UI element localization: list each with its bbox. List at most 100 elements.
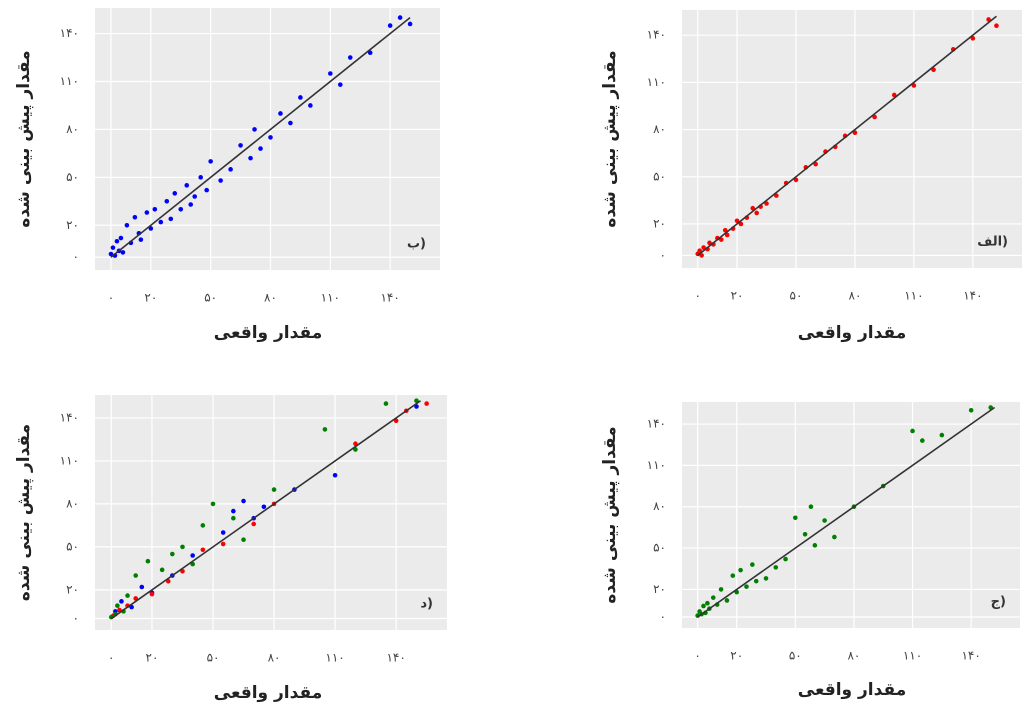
y-tick-label: ۱۴۰: [647, 417, 666, 431]
point: [144, 210, 150, 215]
point: [170, 551, 175, 557]
point: [120, 250, 126, 255]
x-axis-title: مقدار واقعی: [214, 323, 322, 343]
point: [204, 187, 209, 193]
x-axis-title: مقدار واقعی: [798, 323, 906, 343]
y-tick-label: ۲۰: [653, 582, 666, 596]
point: [707, 240, 712, 246]
x-axis-title: مقدار واقعی: [214, 683, 322, 703]
x-tick-label: ۰: [108, 651, 114, 665]
point: [115, 603, 120, 608]
point: [407, 21, 413, 27]
plot-background: [682, 10, 1022, 268]
point: [968, 407, 974, 413]
point: [118, 235, 124, 241]
y-tick-label: ۵۰: [66, 539, 79, 553]
point: [383, 401, 389, 406]
point: [773, 565, 779, 570]
point: [750, 205, 756, 211]
point: [288, 120, 293, 126]
point: [190, 553, 195, 558]
point: [931, 67, 936, 73]
x-tick-label: ۵۰: [789, 649, 802, 663]
x-tick-label: ۸۰: [849, 289, 862, 303]
y-tick-label: ۲۰: [66, 582, 79, 596]
point: [337, 82, 343, 87]
x-tick-label: ۰: [694, 289, 700, 303]
y-axis-title: مقدار پیش بینی شده: [600, 426, 620, 603]
point: [192, 194, 198, 199]
plot-background: [682, 402, 1020, 628]
point: [132, 214, 138, 220]
point: [424, 401, 429, 406]
point: [119, 599, 124, 604]
point: [724, 598, 730, 603]
point: [750, 562, 755, 567]
x-tick-label: ۱۱۰: [325, 651, 344, 665]
point: [808, 504, 814, 510]
x-tick-label: ۲۰: [146, 651, 159, 665]
point: [133, 573, 138, 578]
y-tick-label: ۲۰: [653, 216, 666, 230]
point: [738, 567, 743, 573]
panel-label: ج): [991, 595, 1006, 610]
point: [159, 567, 165, 573]
point: [200, 547, 206, 553]
point: [724, 232, 730, 238]
point: [910, 428, 915, 434]
point: [200, 523, 206, 528]
y-axis-title: مقدار پیش بینی شده: [600, 50, 620, 227]
panel: ۰ ۲۰ ۵۰ ۸۰ ۱۱۰ ۱۴۰ ۰ ۲۰ ۵۰ ۸۰ ۱۱۰ ۱۴۰ ب) مقدار واقعی م…: [14, 8, 440, 343]
point: [108, 251, 114, 257]
y-tick-label: ۸۰: [653, 122, 666, 136]
point: [970, 36, 976, 41]
y-tick-label: ۰: [660, 609, 666, 623]
point: [322, 427, 328, 432]
x-tick-label: ۱۴۰: [380, 291, 399, 305]
point: [699, 253, 704, 258]
point: [802, 531, 808, 537]
point: [697, 248, 702, 253]
point: [367, 50, 373, 56]
point: [891, 92, 897, 98]
point: [218, 178, 223, 183]
point: [168, 216, 174, 222]
point: [347, 55, 353, 60]
point: [705, 600, 710, 606]
x-tick-label: ۸۰: [847, 649, 860, 663]
y-tick-label: ۱۴۰: [647, 28, 666, 42]
point: [114, 238, 120, 244]
point: [832, 534, 837, 540]
point: [188, 202, 194, 207]
point: [793, 177, 799, 183]
point: [241, 498, 246, 504]
point: [753, 578, 759, 584]
point: [738, 221, 744, 227]
point: [813, 161, 818, 167]
point: [774, 193, 779, 198]
point: [198, 175, 203, 180]
point: [210, 501, 216, 507]
y-tick-label: ۲۰: [66, 218, 79, 232]
panel-label: ب): [407, 237, 426, 252]
x-tick-label: ۸۰: [264, 291, 277, 305]
point: [722, 227, 728, 233]
y-tick-label: ۵۰: [66, 170, 79, 184]
point: [271, 487, 277, 492]
point: [138, 237, 144, 242]
point: [822, 518, 827, 523]
x-tick-label: ۸۰: [268, 651, 281, 665]
point: [148, 226, 154, 231]
point: [701, 603, 706, 609]
point: [110, 245, 116, 250]
y-tick-label: ۸۰: [653, 499, 666, 513]
panel-label: الف): [977, 235, 1008, 250]
point: [152, 206, 158, 212]
panel-label: د): [420, 597, 433, 612]
point: [278, 111, 283, 116]
point: [231, 515, 236, 521]
y-axis-title: مقدار پیش بینی شده: [14, 424, 34, 601]
y-tick-label: ۱۴۰: [60, 410, 79, 424]
x-tick-label: ۵۰: [790, 289, 803, 303]
